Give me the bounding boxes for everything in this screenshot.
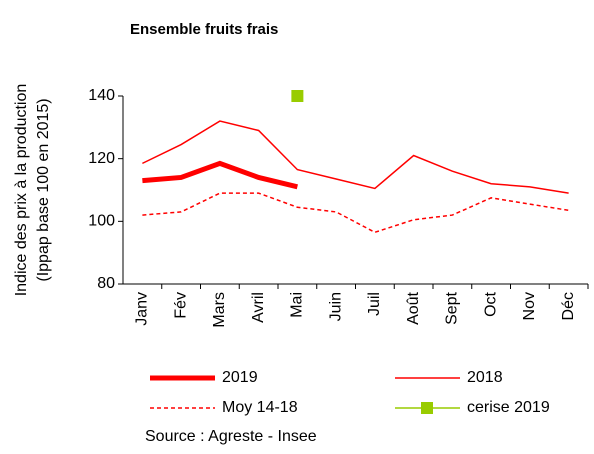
- x-tick-label: Sept: [444, 291, 461, 324]
- line: [142, 120, 569, 194]
- line: [142, 160, 298, 190]
- legend-label: 2019: [222, 369, 258, 386]
- x-tick-label: Mars: [211, 292, 228, 328]
- x-tick-label: Fév: [172, 292, 189, 319]
- x-tick-label: Oct: [482, 291, 499, 316]
- legend-label: 2018: [467, 369, 503, 386]
- y-axis-label: Indice des prix à la production: [13, 84, 30, 297]
- y-tick-label: 80: [97, 275, 115, 292]
- x-tick-label: Nov: [521, 292, 538, 320]
- x-tick-label: Mai: [289, 292, 306, 318]
- line: [142, 192, 569, 234]
- chart-title: Ensemble fruits frais: [130, 21, 278, 38]
- x-tick-label: Déc: [560, 292, 577, 320]
- x-tick-label: Avril: [250, 292, 267, 323]
- y-axis-label: (Ippap base 100 en 2015): [35, 98, 52, 281]
- y-tick-label: 120: [88, 150, 115, 167]
- x-tick-label: Janv: [134, 292, 151, 326]
- source: Source : Agreste - Insee: [145, 428, 317, 445]
- y-tick-label: 100: [88, 213, 115, 230]
- x-tick-label: Août: [405, 291, 422, 324]
- y-tick-label: 140: [88, 87, 115, 104]
- x-tick-label: Juin: [327, 292, 344, 321]
- marker: [421, 402, 433, 414]
- marker: [291, 90, 304, 102]
- legend-label: cerise 2019: [467, 399, 550, 416]
- legend-label: Moy 14-18: [222, 399, 298, 416]
- x-tick-label: Juil: [366, 292, 383, 316]
